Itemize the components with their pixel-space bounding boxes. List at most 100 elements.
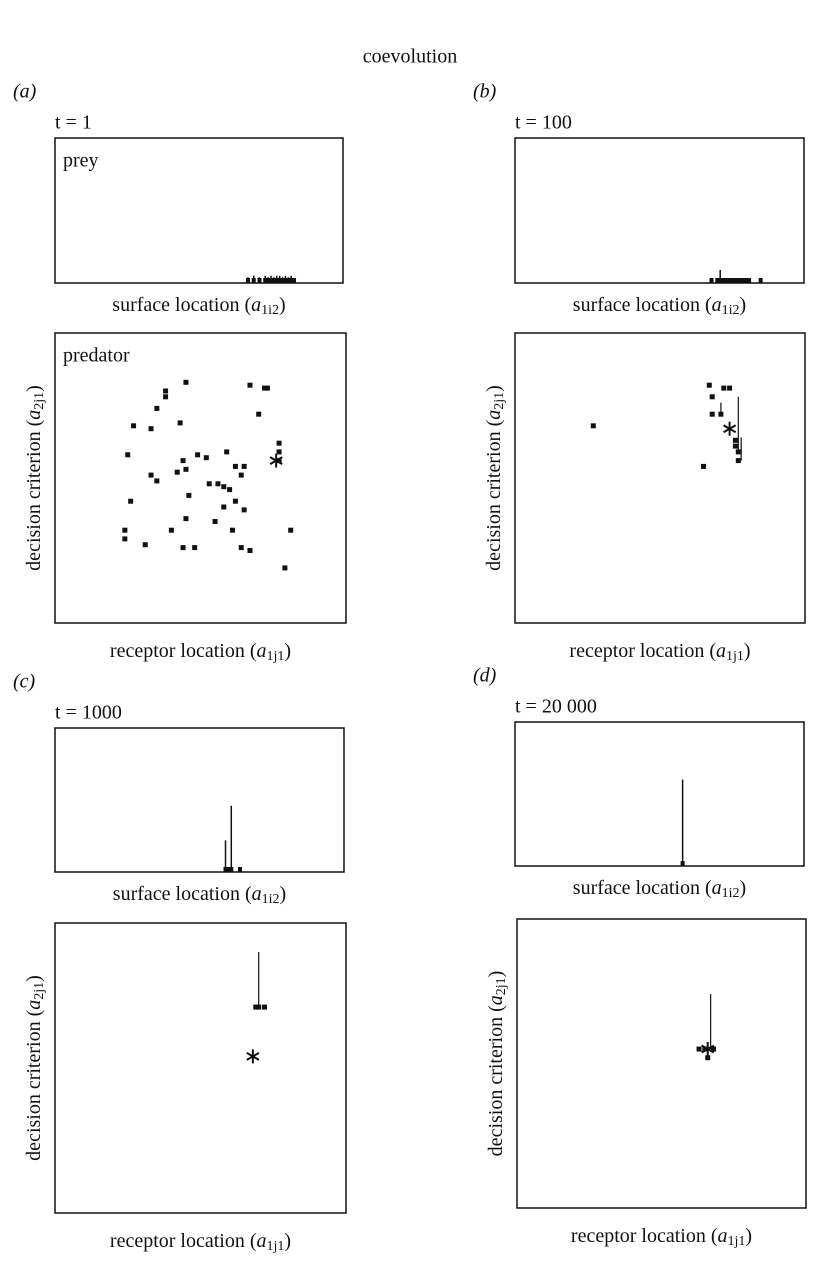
label-text: receptor location ( — [569, 640, 716, 662]
point — [590, 423, 596, 429]
point — [142, 542, 148, 548]
plot-frame — [514, 721, 805, 867]
point — [701, 463, 706, 469]
spike-base — [738, 278, 743, 283]
star — [701, 1042, 715, 1057]
spike-base — [257, 278, 262, 283]
axis-label: decision criterion (a2j1) — [23, 385, 48, 571]
point — [696, 1046, 702, 1052]
point — [128, 498, 134, 504]
label-text: receptor location ( — [571, 1225, 718, 1247]
label-text: decision criterion ( — [23, 1009, 45, 1160]
point — [180, 458, 186, 464]
point — [154, 478, 160, 484]
point — [256, 411, 262, 417]
label-end: ) — [23, 975, 45, 982]
spike-base — [266, 278, 271, 283]
point — [232, 463, 238, 469]
plot-frame — [54, 332, 347, 624]
star — [269, 453, 283, 468]
axis-label: decision criterion (a2j1) — [23, 975, 48, 1161]
point — [122, 527, 128, 533]
spike-base — [732, 278, 737, 283]
point — [221, 504, 227, 510]
panel-label: (c) — [13, 671, 36, 693]
spike-base — [744, 278, 749, 283]
label-var: a — [23, 410, 45, 420]
label-end: ) — [280, 883, 287, 905]
label-sub: 1j1 — [726, 649, 744, 664]
axis-label: surface location (a1i2) — [112, 294, 285, 319]
spike-base — [263, 278, 268, 283]
axis-label: receptor location (a1j1) — [110, 1230, 291, 1255]
point — [131, 423, 137, 429]
point — [183, 516, 189, 522]
label-sub: 1i2 — [261, 303, 279, 318]
point — [282, 565, 288, 571]
point — [148, 426, 154, 432]
label-text: decision criterion ( — [485, 1005, 507, 1156]
spike-base — [723, 278, 728, 283]
point — [168, 527, 174, 533]
label-end: ) — [740, 877, 747, 899]
spike-base — [289, 278, 294, 283]
point — [203, 455, 209, 461]
point — [262, 1004, 268, 1010]
label-sub: 2j1 — [492, 392, 507, 410]
point — [183, 379, 189, 385]
label-var: a — [252, 883, 262, 905]
point — [174, 469, 180, 475]
spike-base — [274, 278, 279, 283]
label-sub: 1i2 — [722, 303, 740, 318]
point — [702, 1046, 708, 1052]
point — [148, 472, 154, 478]
spike-base — [758, 278, 763, 283]
label-var: a — [23, 1000, 45, 1010]
axis-label: receptor location (a1j1) — [569, 640, 750, 665]
point — [232, 498, 238, 504]
label-text: surface location ( — [573, 877, 712, 899]
label-sub: 2j1 — [32, 392, 47, 410]
panel-title: prey — [63, 150, 99, 172]
time-label: t = 20 000 — [515, 696, 597, 718]
spike-base — [251, 278, 256, 283]
plot-frame — [54, 922, 347, 1214]
point — [186, 492, 192, 498]
axis-label: receptor location (a1j1) — [571, 1225, 752, 1250]
plot-frame — [516, 918, 807, 1209]
label-sub: 1j1 — [267, 649, 285, 664]
label-end: ) — [279, 294, 286, 316]
spike-base — [277, 278, 282, 283]
star-stroke — [269, 456, 283, 465]
plot-frame — [514, 332, 806, 624]
axis-label: surface location (a1i2) — [113, 883, 286, 908]
point — [264, 385, 270, 391]
spike-base — [735, 278, 740, 283]
spike-base — [245, 278, 250, 283]
point — [247, 382, 253, 388]
point — [735, 458, 741, 464]
point — [163, 388, 169, 394]
point — [163, 394, 169, 400]
point — [706, 382, 712, 388]
spike-base — [741, 278, 746, 283]
label-end: ) — [284, 1230, 291, 1252]
spike-base — [729, 278, 734, 283]
spike-base — [223, 867, 228, 872]
point — [195, 452, 201, 458]
point — [288, 527, 294, 533]
panel-label: (b) — [473, 81, 497, 103]
point — [221, 484, 227, 490]
panel-title: predator — [63, 345, 130, 367]
label-var: a — [483, 410, 505, 420]
label-var: a — [718, 1225, 728, 1247]
spike-base — [709, 278, 714, 283]
spike-base — [292, 278, 297, 283]
spike-base — [237, 867, 242, 872]
point — [230, 527, 236, 533]
star — [246, 1049, 260, 1064]
point — [215, 481, 221, 487]
spike-base — [229, 867, 234, 872]
point — [721, 385, 727, 391]
